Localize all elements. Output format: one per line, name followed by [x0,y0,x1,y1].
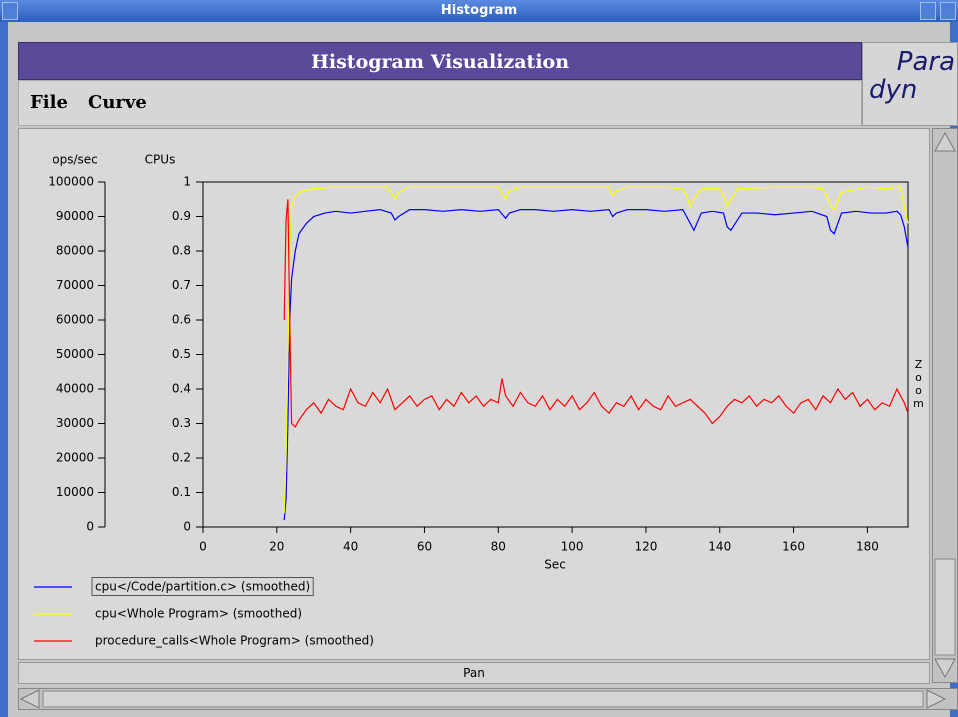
legend-label: cpu</Code/partition.c> (smoothed) [95,580,310,594]
arrow-left[interactable] [19,689,40,709]
y2-tick-label: 100000 [48,175,94,189]
legend-selection [91,577,314,596]
y-tick-label: 0.3 [172,416,191,430]
title-bar: Histogram [0,0,958,22]
y2-tick-label: 30000 [56,416,94,430]
y2-tick-label: 80000 [56,244,94,258]
y-tick-label: 0.8 [172,244,191,258]
minimize-button[interactable] [920,2,936,20]
x-tick-label: 160 [782,540,805,554]
legend-label: procedure_calls<Whole Program> (smoothed… [95,634,374,648]
arrow-up[interactable] [934,131,956,152]
zoom-label: Zoom [912,358,925,410]
scroll-thumb[interactable] [934,558,956,656]
y-tick-label: 0.9 [172,209,191,223]
y2-tick-label: 60000 [56,313,94,327]
y2-tick-label: 0 [86,520,94,534]
series-line [283,208,909,521]
y2-tick-label: 70000 [56,278,94,292]
y2-tick-label: 90000 [56,209,94,223]
window-title: Histogram [440,3,518,18]
legend-label: cpu<Whole Program> (smoothed) [95,607,302,621]
y2-tick-label: 20000 [56,451,94,465]
h-scroll-thumb[interactable] [42,690,924,708]
menu-file[interactable]: File [30,92,68,113]
y-tick-label: 0.6 [172,313,191,327]
x-tick-label: 60 [417,540,432,554]
menu-curve[interactable]: Curve [88,92,147,113]
window-menu-button[interactable] [2,2,18,20]
arrow-right[interactable] [926,689,947,709]
logo: Para dyn [862,42,958,126]
pan-scrollbar[interactable] [18,688,958,710]
y2-tick-label: 10000 [56,485,94,499]
y-tick-label: 0.1 [172,485,191,499]
y-tick-label: 0 [183,520,191,534]
x-tick-label: 40 [343,540,358,554]
zoom-scrollbar[interactable] [932,128,958,683]
plot-area [18,128,930,660]
arrow-down[interactable] [934,658,956,679]
logo-bottom: dyn [869,75,918,105]
x-tick-label: 120 [634,540,657,554]
x-tick-label: 100 [561,540,584,554]
scroll-arrows [934,131,956,679]
y2-tick-label: 50000 [56,347,94,361]
y-tick-label: 0.5 [172,347,191,361]
logo-top: Para [896,47,955,77]
x-tick-label: 180 [856,540,879,554]
x-tick-label: 20 [269,540,284,554]
x-tick-label: 80 [491,540,506,554]
series-line [283,199,909,428]
x-axis-label: Sec [544,558,566,572]
maximize-button[interactable] [940,2,956,20]
header-bar: Histogram Visualization [18,42,862,80]
pan-bar[interactable]: Pan [18,662,930,684]
plot-frame [202,181,909,528]
x-tick-label: 140 [708,540,731,554]
y2-axis-label: ops/sec [52,153,98,167]
y-tick-label: 0.7 [172,278,191,292]
y-tick-label: 1 [183,175,191,189]
h-scroll-arrows [19,689,947,709]
pan-label: Pan [463,666,485,680]
header-title: Histogram Visualization [310,51,570,73]
y-tick-label: 0.2 [172,451,191,465]
series-line [283,186,909,514]
x-tick-label: 0 [199,540,207,554]
y-tick-label: 0.4 [172,382,191,396]
menu-bar: File Curve [18,80,862,126]
y2-tick-label: 40000 [56,382,94,396]
y-axis-label: CPUs [145,153,176,167]
